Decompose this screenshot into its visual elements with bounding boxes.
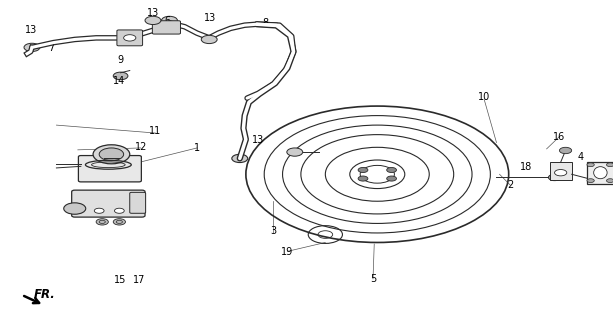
FancyBboxPatch shape <box>152 21 181 34</box>
Text: 13: 13 <box>147 8 159 19</box>
FancyBboxPatch shape <box>79 156 141 182</box>
Text: 12: 12 <box>134 142 147 152</box>
Circle shape <box>95 208 104 213</box>
Text: 7: 7 <box>49 43 55 53</box>
Text: 15: 15 <box>114 275 126 285</box>
Text: 16: 16 <box>553 132 565 142</box>
Circle shape <box>96 219 108 225</box>
Circle shape <box>232 154 247 163</box>
Text: 1: 1 <box>194 143 200 153</box>
Circle shape <box>123 35 136 41</box>
Circle shape <box>587 179 594 182</box>
Circle shape <box>64 203 86 214</box>
Text: 13: 13 <box>25 25 37 35</box>
Circle shape <box>607 163 614 167</box>
Text: 2: 2 <box>507 180 513 190</box>
Circle shape <box>161 16 177 25</box>
Text: 8: 8 <box>262 18 268 28</box>
FancyBboxPatch shape <box>130 192 146 213</box>
FancyBboxPatch shape <box>72 190 145 217</box>
Text: 17: 17 <box>133 275 145 285</box>
Text: 13: 13 <box>252 135 264 145</box>
Text: FR.: FR. <box>34 288 55 301</box>
Text: 19: 19 <box>281 247 293 257</box>
Circle shape <box>99 148 123 161</box>
Circle shape <box>113 219 125 225</box>
FancyBboxPatch shape <box>117 30 142 46</box>
Circle shape <box>113 72 128 80</box>
Text: 9: 9 <box>117 55 123 65</box>
Circle shape <box>201 35 217 44</box>
Circle shape <box>114 208 124 213</box>
Circle shape <box>24 43 40 52</box>
Text: 4: 4 <box>578 152 584 162</box>
Circle shape <box>559 147 572 154</box>
Text: 14: 14 <box>112 76 125 86</box>
Circle shape <box>587 163 594 167</box>
Text: 10: 10 <box>478 92 491 102</box>
Bar <box>550 162 572 180</box>
Circle shape <box>358 176 368 181</box>
Circle shape <box>287 148 303 156</box>
Circle shape <box>358 167 368 172</box>
Bar <box>586 162 614 184</box>
Circle shape <box>387 176 397 181</box>
Circle shape <box>548 174 561 180</box>
Circle shape <box>607 179 614 182</box>
Circle shape <box>145 16 161 25</box>
Text: 13: 13 <box>204 13 217 23</box>
Circle shape <box>93 145 130 164</box>
Text: 6: 6 <box>165 16 171 26</box>
Circle shape <box>387 167 397 172</box>
Text: 5: 5 <box>370 274 376 284</box>
Text: 11: 11 <box>149 126 161 136</box>
Text: 3: 3 <box>270 226 276 236</box>
Ellipse shape <box>594 167 607 179</box>
Circle shape <box>554 170 567 176</box>
Text: 18: 18 <box>519 162 532 172</box>
